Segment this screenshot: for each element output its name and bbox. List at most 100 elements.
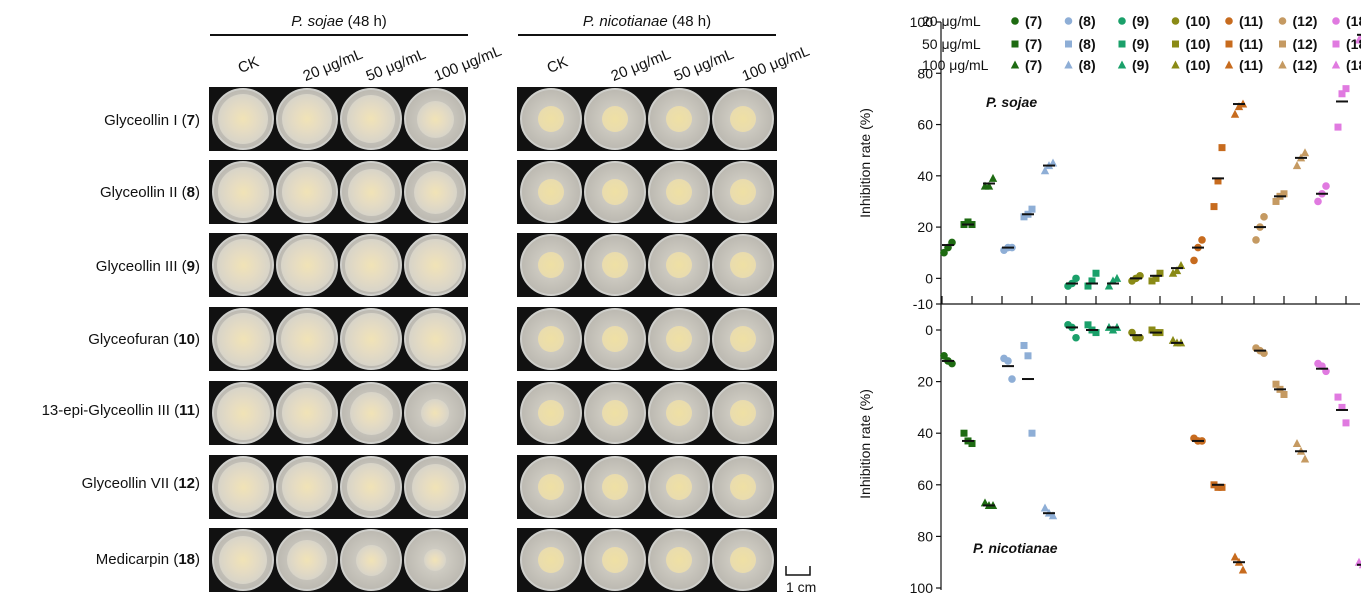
data-point [1214,483,1222,491]
petri-dish [276,456,338,518]
group-rule-nicotianae [518,34,776,36]
mycelium-colony [730,400,756,426]
mycelium-colony [281,239,334,292]
data-point [1108,276,1118,285]
petri-dish [212,234,274,296]
group-header-sojae: P. sojae (48 h) [291,13,387,30]
legend-compound-label: (18) [1346,57,1361,73]
mycelium-colony [347,95,395,143]
mycelium-colony [219,536,267,584]
petri-dish [520,88,582,150]
data-point [1172,266,1182,275]
mycelium-colony [218,167,269,218]
mycelium-colony [666,326,692,352]
data-point [1214,177,1222,185]
petri-dish [712,529,774,591]
data-point [1314,197,1322,206]
scale-bar-label: 1 cm [786,579,817,595]
data-point [1011,17,1019,25]
mycelium-colony [412,464,459,511]
y-tick-label: 60 [917,117,933,133]
col-label-100: 100 μg/mL [431,42,505,85]
row-label: 13-epi-Glyceollin III (11) [41,402,200,419]
y-tick-label: 80 [917,65,933,81]
data-point [1108,325,1118,334]
col-label-ck: CK [544,53,571,77]
group-rule-sojae [210,34,468,36]
legend-conc-label: 100 μg/mL [922,57,989,73]
petri-dish [340,308,402,370]
data-point [1048,511,1058,520]
petri-photo-panel [209,455,468,519]
mycelium-colony [666,400,692,426]
data-point [1300,148,1310,157]
y-tick-label: 100 [910,580,934,596]
legend-compound-label: (9) [1132,13,1149,29]
data-point [1332,17,1340,25]
petri-dish [340,161,402,223]
mycelium-colony [666,547,692,573]
mycelium-colony [602,547,628,573]
petri-dish [712,161,774,223]
petri-photo-panel [517,233,777,297]
data-point [1028,429,1036,437]
petri-dish [648,382,710,444]
mycelium-colony [538,400,564,426]
legend-compound-label: (7) [1025,57,1042,73]
data-point [1300,454,1310,463]
mycelium-colony [356,545,387,576]
petri-dish [712,382,774,444]
legend-compound-label: (9) [1132,57,1149,73]
mycelium-colony [281,313,334,366]
data-point [1198,236,1206,244]
legend-compound-label: (9) [1132,36,1149,52]
data-point [1342,85,1350,93]
y-tick-label: 20 [917,374,933,390]
data-point [1292,161,1302,170]
row-label: Glyceollin I (7) [104,112,200,129]
petri-dish [212,88,274,150]
petri-dish [404,308,466,370]
petri-dish [584,234,646,296]
mycelium-colony [602,474,628,500]
col-label-100: 100 μg/mL [739,42,813,85]
data-point [1117,60,1127,69]
data-point [940,248,948,257]
data-point [1338,90,1346,98]
mycelium-colony [282,94,332,144]
data-point [964,218,972,226]
data-point [1292,439,1302,448]
petri-dish [584,382,646,444]
petri-dish [404,161,466,223]
petri-dish [404,234,466,296]
legend-compound-label: (18) [1346,13,1361,29]
mycelium-colony [538,106,564,132]
data-point [1048,158,1058,167]
petri-dish [520,529,582,591]
legend-compound-label: (10) [1186,13,1211,29]
mycelium-colony [602,179,628,205]
petri-dish [648,308,710,370]
data-point [1278,17,1287,25]
legend-conc-label: 50 μg/mL [922,36,981,52]
petri-dish [648,529,710,591]
row-label: Glyceollin VII (12) [81,475,200,492]
data-point [1008,375,1016,383]
petri-photo-panel [517,381,777,445]
mycelium-colony [602,400,628,426]
legend-compound-label: (10) [1186,57,1211,73]
data-point [1028,205,1036,213]
data-point [1334,123,1342,131]
mycelium-colony [409,313,462,366]
group-header-nicotianae: P. nicotianae (48 h) [582,13,712,30]
col-label-ck: CK [235,53,262,77]
data-point [1092,329,1100,337]
data-point [1104,281,1114,290]
petri-dish [712,234,774,296]
mycelium-colony [350,392,393,435]
data-point [960,429,968,437]
petri-dish [648,88,710,150]
legend-compound-label: (11) [1239,57,1263,73]
col-label-50: 50 μg/mL [363,45,429,85]
mycelium-colony [414,171,457,214]
